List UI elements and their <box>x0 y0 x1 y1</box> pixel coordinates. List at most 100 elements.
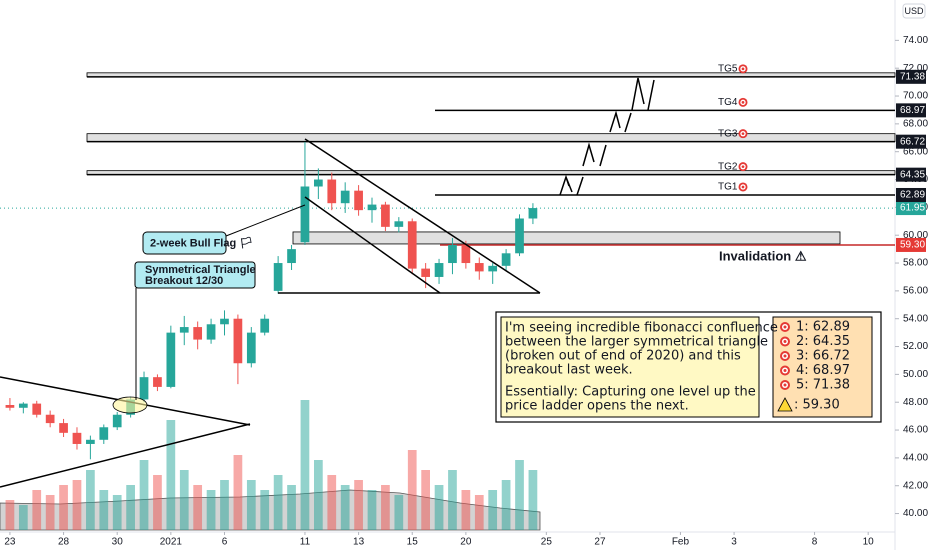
x-tick-label: 25 <box>541 537 553 548</box>
candle-body <box>5 405 15 408</box>
y-tick-label: 48.00 <box>903 397 928 408</box>
target-price-label: 68.97 <box>900 105 925 116</box>
y-tick-label: 72.00 <box>903 63 928 74</box>
volume-bar <box>287 485 296 530</box>
y-tick-label: 60.00 <box>903 230 928 241</box>
target-list-item: 3: 66.72 <box>796 349 850 364</box>
volume-bar <box>381 485 390 530</box>
volume-bar <box>394 495 404 530</box>
volume-bar <box>515 460 524 530</box>
volume-bar <box>59 485 68 530</box>
x-tick-label: 11 <box>300 537 311 548</box>
triangle-callout-box <box>134 261 256 289</box>
triangle-callout-text: Breakout 12/30 <box>145 275 223 287</box>
volume-bar <box>112 495 122 530</box>
volume-bar <box>233 455 243 530</box>
target-list-item: 1: 62.89 <box>796 320 850 335</box>
target-icon <box>741 101 745 104</box>
candle-body <box>381 204 390 227</box>
flag-callout-box <box>142 231 227 255</box>
y-tick-label: 54.00 <box>903 313 928 324</box>
candle-body <box>528 208 538 219</box>
note-line: price ladder opens the next. <box>505 399 689 414</box>
note-line: Essentially: Capturing one level up the <box>505 385 756 400</box>
stop-text: : 59.30 <box>794 398 840 413</box>
arrow <box>631 77 655 111</box>
target-badge <box>896 167 926 182</box>
x-tick-label: 27 <box>594 537 606 548</box>
volume-bar <box>5 500 15 530</box>
target-icon <box>783 354 787 358</box>
target-price-label: 66.72 <box>900 136 925 147</box>
y-tick-label: 56.00 <box>903 286 928 297</box>
candle-body <box>501 253 511 266</box>
candle-body <box>287 249 296 264</box>
candle-body <box>220 318 229 325</box>
volume-bar <box>434 485 444 530</box>
volume-layer <box>5 400 538 530</box>
volume-bar <box>314 460 323 530</box>
target-list-item: 4: 68.97 <box>796 363 850 378</box>
x-tick-label: 2021 <box>160 537 183 548</box>
y-tick-label: 68.00 <box>903 119 928 130</box>
candle-body <box>515 218 524 254</box>
y-tick-label: 46.00 <box>903 425 928 436</box>
candle-body <box>421 268 430 277</box>
flag-callout-text: 2-week Bull Flag 🏳 <box>150 236 253 249</box>
volume-bar <box>32 490 42 530</box>
currency-badge[interactable] <box>902 3 926 19</box>
volume-bar <box>340 485 350 530</box>
target-icon <box>741 67 745 71</box>
candle-body <box>18 403 28 408</box>
candle-body <box>448 244 457 264</box>
target-name: TG3 <box>718 128 738 139</box>
volume-bar <box>166 420 176 530</box>
breakout-highlight <box>112 396 148 414</box>
target-name: TG5 <box>718 63 738 74</box>
candle-body <box>99 427 109 440</box>
note-box <box>500 316 760 418</box>
volume-bar <box>488 490 498 530</box>
candle-body <box>233 318 243 364</box>
candle-body <box>354 190 363 211</box>
candle-body <box>434 263 444 277</box>
x-tick-label: 10 <box>863 537 875 548</box>
target-list-item: 2: 64.35 <box>796 334 850 349</box>
candle-body <box>206 324 216 340</box>
target-name: TG4 <box>718 97 738 108</box>
note-line: (broken out of end of 2020) and this <box>505 349 741 364</box>
invalidation-price-label: 59.30 <box>900 240 925 251</box>
x-tick-label: 20 <box>460 537 472 548</box>
x-tick-label: 30 <box>112 537 124 548</box>
note-line: between the larger symmetrical triangle <box>505 335 768 350</box>
targets-list: 1: 62.892: 64.353: 66.724: 68.975: 71.38 <box>780 320 850 393</box>
y-tick-label: 44.00 <box>903 453 928 464</box>
invalidation-badge <box>896 237 926 252</box>
candle-body <box>139 377 149 400</box>
volume-bar <box>72 480 82 530</box>
candle-body <box>112 414 122 428</box>
candle-body <box>246 332 256 364</box>
target-badge <box>896 187 926 202</box>
x-tick-label: 6 <box>222 537 228 548</box>
last-price-label: 61.95 <box>900 203 925 214</box>
candle-body <box>340 190 350 204</box>
candle-body <box>260 318 270 333</box>
arrow <box>609 110 632 133</box>
candle-body <box>45 414 55 424</box>
volume-bar <box>421 470 430 530</box>
candle-body <box>474 263 484 272</box>
targets-box <box>772 316 873 418</box>
y-tick-label: 66.00 <box>903 146 928 157</box>
candle-body <box>461 244 471 264</box>
y-tick-label: 74.00 <box>903 35 928 46</box>
candles-layer <box>5 141 538 460</box>
volume-bar <box>206 490 216 530</box>
y-tick-label: 42.00 <box>903 480 928 491</box>
y-tick-label: 70.00 <box>903 91 928 102</box>
x-tick-label: Feb <box>672 537 690 548</box>
invalidation-zone <box>292 231 841 245</box>
x-tick-label: 23 <box>4 537 16 548</box>
target-icon <box>783 325 787 329</box>
